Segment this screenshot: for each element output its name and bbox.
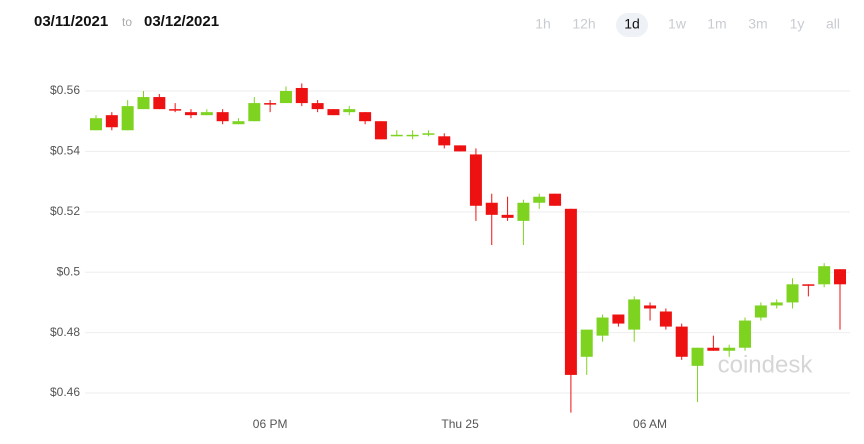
- range-button[interactable]: 1y: [790, 16, 805, 32]
- candle-body: [137, 97, 150, 110]
- date-from: 03/11/2021: [34, 13, 108, 30]
- candle-body: [279, 91, 292, 104]
- range-button[interactable]: all: [826, 16, 840, 32]
- candle-body: [216, 112, 229, 122]
- candle-body: [659, 311, 672, 327]
- candle-body: [739, 320, 752, 348]
- candle-body: [770, 302, 783, 306]
- candle-body: [501, 214, 514, 218]
- y-tick-label: $0.54: [50, 144, 80, 158]
- range-button[interactable]: 12h: [572, 16, 595, 32]
- y-tick-label: $0.48: [50, 325, 80, 339]
- candle-body: [454, 145, 467, 152]
- candle-body: [834, 269, 847, 285]
- candle-body: [469, 154, 482, 206]
- y-tick-label: $0.5: [57, 264, 81, 278]
- range-button[interactable]: 1w: [668, 16, 687, 32]
- y-tick-label: $0.56: [50, 83, 80, 97]
- candle-body: [438, 136, 451, 146]
- candle-body: [200, 112, 213, 116]
- candle-body: [169, 109, 182, 111]
- x-tick-label: 06 AM: [633, 417, 667, 431]
- candle-body: [248, 103, 261, 122]
- candle-body: [90, 118, 102, 131]
- candle-body: [327, 109, 340, 116]
- candle-body: [422, 133, 435, 135]
- candle-body: [264, 103, 277, 105]
- candle-body: [390, 134, 403, 137]
- candle-body: [184, 112, 197, 116]
- range-button[interactable]: 1d: [624, 16, 640, 32]
- candle-body: [121, 106, 134, 131]
- date-to: 03/12/2021: [144, 13, 219, 30]
- candle-body: [628, 299, 641, 330]
- candle-body: [359, 112, 372, 122]
- y-tick-label: $0.52: [50, 204, 80, 218]
- date-separator: to: [122, 15, 132, 29]
- candle-body: [612, 314, 625, 324]
- candle-body: [295, 87, 308, 104]
- candle-body: [105, 115, 118, 128]
- x-tick-label: Thu 25: [441, 417, 479, 431]
- candle-body: [564, 208, 577, 375]
- candle-body: [533, 196, 546, 203]
- candle-body: [723, 347, 736, 351]
- range-button[interactable]: 1h: [535, 16, 551, 32]
- candle-body: [517, 202, 530, 221]
- range-selector: 1h 12h 1d 1w 1m 3m 1y all: [535, 13, 840, 37]
- watermark: coindesk: [718, 351, 814, 378]
- range-button[interactable]: 3m: [748, 16, 767, 32]
- candle-body: [406, 134, 419, 137]
- candle-body: [675, 326, 688, 357]
- candle-body: [549, 193, 562, 206]
- candle-body: [754, 305, 767, 318]
- candle-body: [691, 347, 704, 366]
- candle-body: [311, 103, 324, 110]
- range-selected-bg: [616, 13, 648, 37]
- candle-body: [343, 109, 356, 113]
- candle-body: [818, 266, 831, 285]
- candle-body: [374, 121, 387, 140]
- candle-body: [644, 305, 657, 309]
- candle-body: [153, 97, 166, 110]
- candle-body: [232, 121, 245, 125]
- x-tick-label: 06 PM: [253, 417, 288, 431]
- candle-body: [596, 317, 609, 336]
- candle-body: [485, 202, 498, 215]
- candle-body: [580, 329, 593, 357]
- range-button[interactable]: 1m: [707, 16, 726, 32]
- y-tick-label: $0.46: [50, 385, 80, 399]
- candle-body: [786, 284, 799, 303]
- candle-body: [707, 347, 720, 351]
- candle-body: [802, 284, 815, 286]
